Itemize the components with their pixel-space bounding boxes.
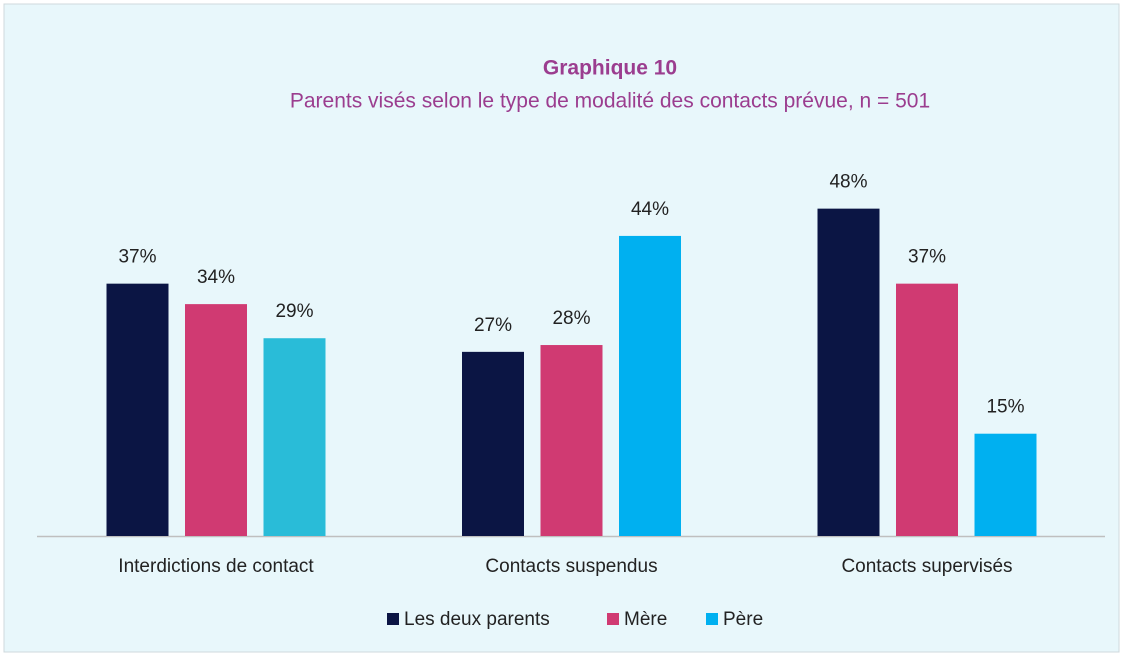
bar xyxy=(619,235,681,537)
bar xyxy=(817,208,880,536)
legend-swatch xyxy=(706,613,718,625)
data-label: 48% xyxy=(829,172,867,193)
bar xyxy=(540,345,603,536)
legend-swatch xyxy=(607,613,619,625)
legend-swatch xyxy=(387,613,399,625)
legend-label: Père xyxy=(723,609,763,630)
data-label: 27% xyxy=(474,315,512,336)
x-tick-label: Contacts suspendus xyxy=(485,556,657,577)
legend-label: Les deux parents xyxy=(404,609,550,630)
data-label: 44% xyxy=(631,199,669,220)
bar xyxy=(106,283,169,536)
legend-label: Mère xyxy=(624,609,667,630)
x-tick-label: Interdictions de contact xyxy=(118,556,314,577)
data-label: 34% xyxy=(197,267,235,288)
bar xyxy=(185,304,247,536)
data-label: 15% xyxy=(986,397,1024,418)
data-label: 37% xyxy=(908,247,946,268)
data-label: 37% xyxy=(118,247,156,268)
bar xyxy=(263,338,326,536)
data-label: 28% xyxy=(552,308,590,329)
bar xyxy=(974,433,1037,536)
x-tick-label: Contacts supervisés xyxy=(841,556,1012,577)
chart-subtitle: Parents visés selon le type de modalité … xyxy=(290,90,930,113)
chart-title: Graphique 10 xyxy=(543,57,677,80)
bar xyxy=(896,283,958,536)
data-label: 29% xyxy=(275,301,313,322)
bar xyxy=(462,351,524,536)
